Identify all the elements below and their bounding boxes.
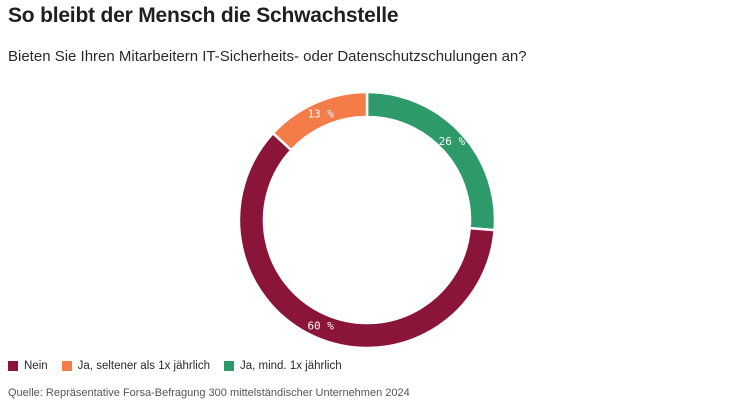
legend-swatch-jaehrlich <box>223 361 234 371</box>
donut-slice-2 <box>271 90 369 152</box>
donut-slice-label-1: 60 % <box>307 319 334 332</box>
legend-item-jaehrlich: Ja, mind. 1x jährlich <box>223 360 342 372</box>
legend-label-seltener: Ja, seltener als 1x jährlich <box>77 360 210 372</box>
legend-label-jaehrlich: Ja, mind. 1x jährlich <box>239 360 342 372</box>
chart-legend: Nein Ja, seltener als 1x jährlich Ja, mi… <box>8 360 356 372</box>
legend-swatch-seltener <box>61 361 72 371</box>
legend-item-seltener: Ja, seltener als 1x jährlich <box>61 360 210 372</box>
donut-slice-labels: 26 % 60 % 13 % <box>307 108 465 333</box>
legend-label-nein: Nein <box>24 360 48 372</box>
chart-source: Quelle: Repräsentative Forsa-Befragung 3… <box>8 387 410 399</box>
legend-item-nein: Nein <box>8 360 48 372</box>
chart-title: So bleibt der Mensch die Schwachstelle <box>8 4 399 27</box>
donut-slice-1 <box>237 131 496 350</box>
chart-subtitle: Bieten Sie Ihren Mitarbeitern IT-Sicherh… <box>8 48 527 65</box>
donut-slice-0 <box>365 90 497 232</box>
legend-swatch-nein <box>8 361 18 371</box>
donut-slices <box>237 90 497 350</box>
donut-slice-label-2: 13 % <box>307 108 334 121</box>
donut-slice-label-0: 26 % <box>439 135 466 148</box>
